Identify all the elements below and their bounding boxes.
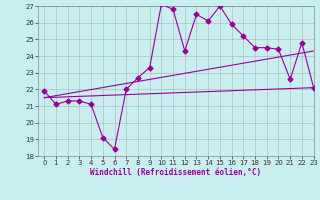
X-axis label: Windchill (Refroidissement éolien,°C): Windchill (Refroidissement éolien,°C) [91,168,261,177]
